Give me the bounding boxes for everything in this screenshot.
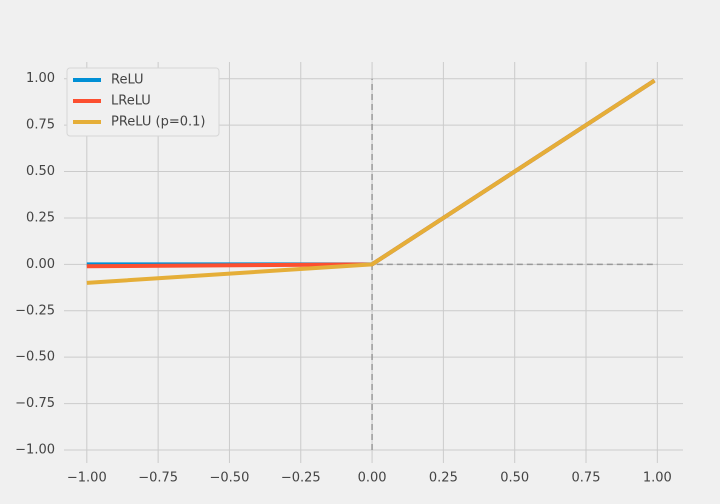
x-tick-label: −0.25: [281, 471, 321, 486]
legend-label: ReLU: [111, 73, 144, 88]
x-tick-label: 0.25: [429, 471, 458, 486]
x-tick-label: 1.00: [643, 471, 672, 486]
series-line: [86, 78, 656, 285]
legend-label: PReLU (p=0.1): [111, 115, 206, 130]
y-tick-label: 1.00: [26, 71, 55, 86]
x-tick-label: 0.00: [358, 471, 387, 486]
y-tick-label: 0.50: [26, 164, 55, 179]
y-tick-label: 0.00: [26, 257, 55, 272]
y-tick-label: 0.75: [26, 118, 55, 133]
y-tick-label: −0.50: [15, 350, 55, 365]
y-tick-label: −0.75: [15, 396, 55, 411]
x-tick-label: −1.00: [67, 471, 107, 486]
y-tick-label: 0.25: [26, 210, 55, 225]
x-tick-label: −0.75: [138, 471, 178, 486]
y-tick-label: −1.00: [15, 443, 55, 458]
legend-box: [66, 67, 220, 137]
legend-label: LReLU: [111, 94, 151, 109]
x-tick-label: 0.75: [572, 471, 601, 486]
y-tick-label: −0.25: [15, 303, 55, 318]
x-tick-label: −0.50: [210, 471, 250, 486]
x-tick-label: 0.50: [500, 471, 529, 486]
